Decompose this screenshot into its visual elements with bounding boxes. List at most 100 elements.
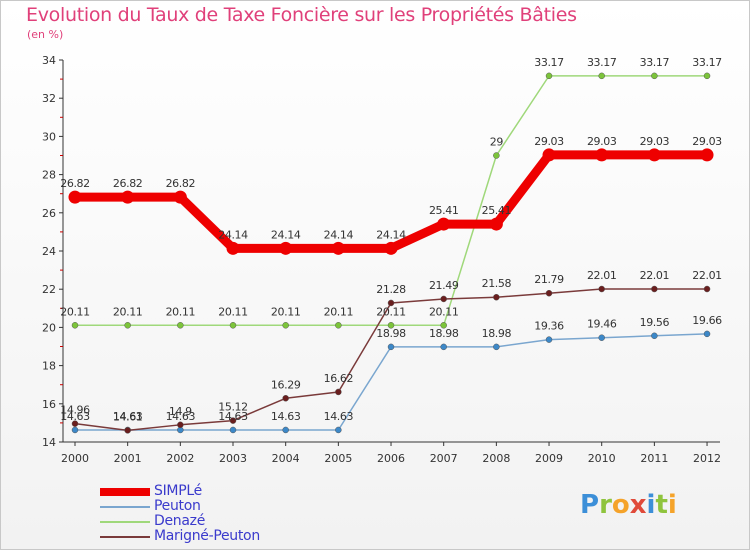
legend-swatch-denaze (100, 521, 150, 523)
data-label: 22.01 (692, 269, 722, 282)
data-point (598, 285, 605, 293)
data-label: 14.96 (60, 404, 90, 417)
x-tick-label: 2000 (61, 452, 89, 465)
legend-label: Marigné-Peuton (154, 528, 260, 544)
data-point (703, 285, 711, 293)
data-point (279, 241, 293, 255)
data-label: 18.98 (482, 327, 512, 340)
data-point (493, 293, 500, 301)
data-point (440, 295, 447, 303)
y-tick-label: 22 (42, 283, 56, 296)
data-label: 19.56 (640, 316, 670, 329)
data-label: 18.98 (429, 327, 459, 340)
data-label: 18.98 (376, 327, 406, 340)
legend-swatch-peuton (100, 506, 150, 508)
x-tick-label: 2004 (272, 452, 300, 465)
data-label: 26.82 (113, 177, 143, 190)
y-tick-label: 30 (42, 130, 56, 143)
y-tick-label: 24 (42, 245, 56, 258)
y-tick-label: 14 (42, 436, 56, 449)
x-tick-label: 2012 (693, 452, 721, 465)
data-label: 16.29 (271, 378, 301, 391)
data-point (282, 322, 289, 329)
data-label: 25.41 (482, 204, 512, 217)
data-label: 29.03 (587, 135, 617, 148)
data-label: 29.03 (640, 135, 670, 148)
y-tick-label: 18 (42, 360, 56, 373)
data-point (282, 395, 289, 402)
data-point (542, 148, 556, 162)
legend-label: SIMPLé (154, 483, 202, 499)
y-tick-label: 16 (42, 398, 56, 411)
legend-swatch-simple (100, 488, 150, 496)
x-tick-label: 2003 (219, 452, 247, 465)
proxiti-logo: Proxiti (580, 490, 677, 520)
data-label: 26.82 (166, 177, 196, 190)
data-label: 14.63 (166, 410, 196, 423)
data-label: 33.17 (692, 56, 722, 69)
data-point (651, 332, 658, 340)
data-label: 14.63 (113, 410, 143, 423)
data-point (229, 426, 237, 434)
data-label: 19.46 (587, 318, 617, 331)
data-point (387, 322, 395, 329)
data-point (124, 322, 131, 329)
data-label: 20.11 (376, 305, 406, 318)
data-label: 29 (490, 136, 504, 149)
data-label: 14.63 (60, 410, 90, 423)
x-tick-label: 2001 (114, 452, 142, 465)
data-point (335, 322, 342, 329)
data-point (703, 330, 711, 338)
data-point (331, 241, 345, 255)
data-point (440, 322, 447, 329)
data-point (71, 426, 79, 434)
data-label: 20.11 (166, 305, 196, 318)
data-point (598, 72, 605, 80)
data-point (229, 417, 237, 424)
data-label: 20.11 (60, 305, 90, 318)
data-label: 24.14 (376, 228, 406, 241)
data-label: 21.58 (482, 277, 512, 290)
data-point (493, 343, 500, 351)
x-tick-label: 2002 (166, 452, 194, 465)
data-label: 21.79 (534, 273, 564, 286)
data-point (440, 343, 447, 351)
data-label: 16.62 (324, 372, 354, 385)
data-label: 33.17 (640, 56, 670, 69)
x-tick-label: 2009 (535, 452, 563, 465)
y-tick-label: 34 (42, 54, 56, 67)
data-point (489, 217, 503, 231)
data-point (545, 72, 553, 80)
x-tick-label: 2006 (377, 452, 405, 465)
data-label: 14.61 (113, 410, 143, 423)
data-point (493, 152, 500, 159)
y-tick-label: 28 (42, 169, 56, 182)
data-point (545, 336, 553, 343)
data-point (387, 299, 395, 307)
data-point (226, 241, 240, 255)
data-label: 21.28 (376, 283, 406, 296)
data-label: 21.49 (429, 279, 459, 292)
data-label: 33.17 (587, 56, 617, 69)
x-tick-label: 2005 (324, 452, 352, 465)
data-label: 20.11 (324, 305, 354, 318)
data-label: 20.11 (113, 305, 143, 318)
x-tick-label: 2007 (430, 452, 458, 465)
data-label: 14.9 (169, 405, 192, 418)
y-tick-label: 32 (42, 92, 56, 105)
data-label: 24.14 (271, 228, 301, 241)
data-point (173, 190, 187, 204)
data-point (703, 72, 711, 80)
data-label: 20.11 (429, 305, 459, 318)
data-point (545, 289, 553, 297)
data-label: 15.12 (218, 401, 248, 414)
data-point (595, 148, 609, 162)
data-label: 22.01 (640, 269, 670, 282)
y-tick-label: 26 (42, 207, 56, 220)
data-label: 25.41 (429, 204, 459, 217)
data-point (121, 190, 135, 204)
x-tick-label: 2008 (482, 452, 510, 465)
data-label: 14.63 (218, 410, 248, 423)
